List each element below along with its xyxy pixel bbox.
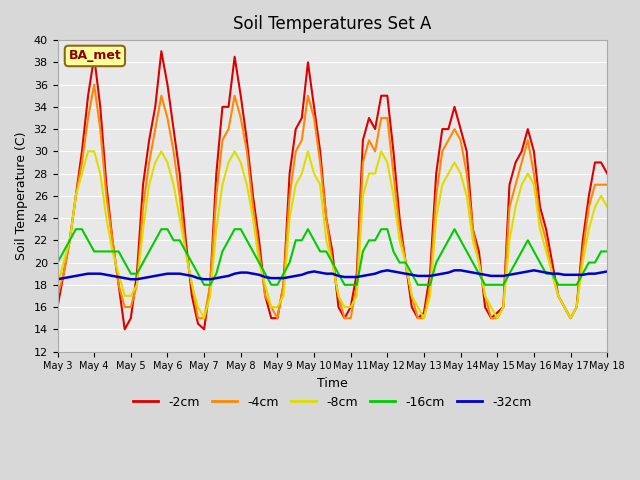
- -16cm: [188, 260, 196, 265]
- -4cm: [530, 171, 538, 177]
- Line: -16cm: -16cm: [58, 229, 607, 285]
- -4cm: [383, 115, 391, 121]
- -4cm: [206, 282, 214, 288]
- Line: -2cm: -2cm: [58, 51, 607, 329]
- -4cm: [188, 282, 196, 288]
- Legend: -2cm, -4cm, -8cm, -16cm, -32cm: -2cm, -4cm, -8cm, -16cm, -32cm: [128, 391, 536, 414]
- -16cm: [530, 249, 538, 254]
- -16cm: [127, 271, 134, 276]
- -32cm: [383, 267, 391, 273]
- -8cm: [530, 182, 538, 188]
- -2cm: [54, 304, 61, 310]
- -8cm: [84, 148, 92, 154]
- -8cm: [188, 282, 196, 288]
- -32cm: [182, 272, 189, 277]
- -32cm: [194, 275, 202, 281]
- -16cm: [597, 249, 605, 254]
- -4cm: [127, 304, 134, 310]
- -16cm: [72, 226, 80, 232]
- Line: -32cm: -32cm: [58, 270, 607, 279]
- -16cm: [604, 249, 611, 254]
- -8cm: [127, 293, 134, 299]
- -8cm: [383, 159, 391, 165]
- -16cm: [206, 282, 214, 288]
- -32cm: [597, 270, 605, 276]
- -4cm: [597, 182, 605, 188]
- -2cm: [194, 321, 202, 326]
- -4cm: [194, 315, 202, 321]
- -2cm: [597, 159, 605, 165]
- -4cm: [90, 82, 98, 87]
- -32cm: [591, 271, 599, 276]
- -16cm: [200, 282, 208, 288]
- -8cm: [206, 293, 214, 299]
- Title: Soil Temperatures Set A: Soil Temperatures Set A: [233, 15, 431, 33]
- -32cm: [54, 276, 61, 282]
- -2cm: [127, 315, 134, 321]
- -2cm: [121, 326, 129, 332]
- -32cm: [121, 275, 129, 281]
- -2cm: [604, 171, 611, 177]
- -8cm: [54, 282, 61, 288]
- -2cm: [530, 148, 538, 154]
- X-axis label: Time: Time: [317, 377, 348, 390]
- -8cm: [604, 204, 611, 210]
- Line: -8cm: -8cm: [58, 151, 607, 318]
- Text: BA_met: BA_met: [68, 49, 121, 62]
- -32cm: [524, 269, 532, 275]
- -2cm: [383, 93, 391, 98]
- Y-axis label: Soil Temperature (C): Soil Temperature (C): [15, 132, 28, 260]
- Line: -4cm: -4cm: [58, 84, 607, 318]
- -8cm: [200, 315, 208, 321]
- -4cm: [604, 182, 611, 188]
- -4cm: [54, 293, 61, 299]
- -2cm: [206, 282, 214, 288]
- -16cm: [383, 226, 391, 232]
- -8cm: [597, 193, 605, 199]
- -16cm: [54, 260, 61, 265]
- -32cm: [604, 269, 611, 275]
- -2cm: [157, 48, 165, 54]
